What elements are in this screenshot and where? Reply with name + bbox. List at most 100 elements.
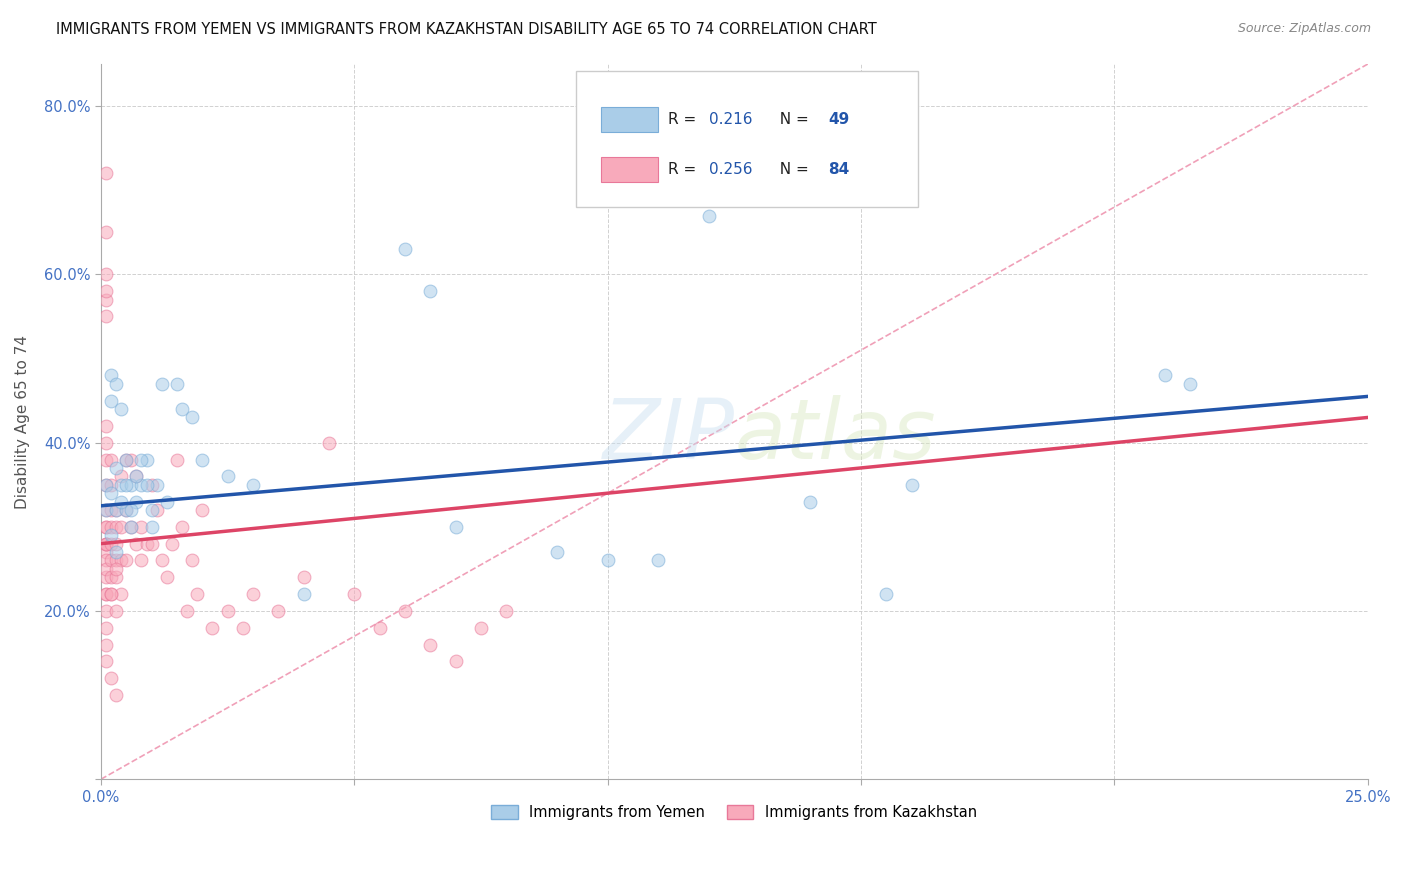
Point: [647, 553, 669, 567]
Point: [125, 536, 148, 550]
Point: [94, 418, 117, 433]
Point: [94, 285, 117, 299]
Point: [100, 570, 122, 584]
Point: [105, 688, 128, 702]
Point: [145, 477, 167, 491]
Point: [170, 520, 193, 534]
Point: [125, 494, 148, 508]
Legend: Immigrants from Yemen, Immigrants from Kazakhstan: Immigrants from Yemen, Immigrants from K…: [485, 799, 983, 826]
Point: [94, 570, 117, 584]
Point: [343, 587, 366, 601]
Point: [166, 452, 188, 467]
Point: [94, 452, 117, 467]
Point: [105, 604, 128, 618]
Text: R =: R =: [668, 112, 702, 128]
Point: [596, 553, 619, 567]
Point: [110, 477, 132, 491]
Point: [181, 410, 204, 425]
Point: [470, 621, 492, 635]
Point: [100, 587, 122, 601]
Point: [166, 376, 188, 391]
Point: [105, 562, 128, 576]
Point: [150, 376, 173, 391]
Text: 0.216: 0.216: [709, 112, 752, 128]
Y-axis label: Disability Age 65 to 74: Disability Age 65 to 74: [15, 334, 30, 508]
Point: [1180, 376, 1202, 391]
Point: [94, 435, 117, 450]
Point: [100, 528, 122, 542]
Point: [131, 520, 153, 534]
Point: [131, 553, 153, 567]
Point: [141, 503, 163, 517]
Point: [115, 452, 138, 467]
Point: [94, 268, 117, 282]
Point: [94, 536, 117, 550]
Point: [292, 570, 315, 584]
Point: [186, 587, 208, 601]
Point: [120, 452, 142, 467]
Point: [120, 477, 142, 491]
Point: [419, 638, 441, 652]
Point: [100, 486, 122, 500]
Point: [125, 469, 148, 483]
Point: [141, 477, 163, 491]
Point: [292, 587, 315, 601]
Point: [170, 402, 193, 417]
Point: [217, 469, 239, 483]
Point: [105, 520, 128, 534]
Point: [115, 553, 138, 567]
Point: [141, 520, 163, 534]
Point: [110, 520, 132, 534]
Point: [318, 435, 340, 450]
Point: [267, 604, 290, 618]
Point: [110, 469, 132, 483]
Text: Source: ZipAtlas.com: Source: ZipAtlas.com: [1237, 22, 1371, 36]
Point: [94, 621, 117, 635]
Point: [135, 477, 157, 491]
Point: [160, 536, 183, 550]
Point: [94, 587, 117, 601]
Point: [94, 587, 117, 601]
Point: [94, 225, 117, 239]
Point: [110, 402, 132, 417]
FancyBboxPatch shape: [576, 71, 918, 207]
Point: [94, 520, 117, 534]
Text: R =: R =: [668, 162, 702, 178]
Point: [156, 570, 179, 584]
Point: [697, 209, 720, 223]
Point: [191, 503, 214, 517]
Point: [94, 477, 117, 491]
Point: [875, 587, 897, 601]
Point: [115, 477, 138, 491]
Point: [115, 452, 138, 467]
Point: [900, 477, 922, 491]
Text: N =: N =: [770, 162, 814, 178]
Point: [100, 477, 122, 491]
Point: [94, 536, 117, 550]
Point: [94, 562, 117, 576]
Point: [546, 545, 568, 559]
Point: [100, 671, 122, 685]
Point: [131, 477, 153, 491]
Point: [799, 494, 821, 508]
Point: [110, 587, 132, 601]
Point: [100, 368, 122, 383]
Point: [135, 452, 157, 467]
Point: [94, 520, 117, 534]
FancyBboxPatch shape: [602, 157, 658, 182]
Point: [105, 553, 128, 567]
Point: [115, 503, 138, 517]
Point: [94, 310, 117, 324]
Point: [105, 545, 128, 559]
Point: [135, 536, 157, 550]
Point: [495, 604, 517, 618]
Text: atlas: atlas: [734, 395, 936, 476]
Point: [191, 452, 214, 467]
Point: [368, 621, 391, 635]
Point: [444, 520, 467, 534]
Text: N =: N =: [770, 112, 814, 128]
Point: [242, 477, 264, 491]
Point: [115, 503, 138, 517]
Point: [120, 503, 142, 517]
Point: [145, 503, 167, 517]
